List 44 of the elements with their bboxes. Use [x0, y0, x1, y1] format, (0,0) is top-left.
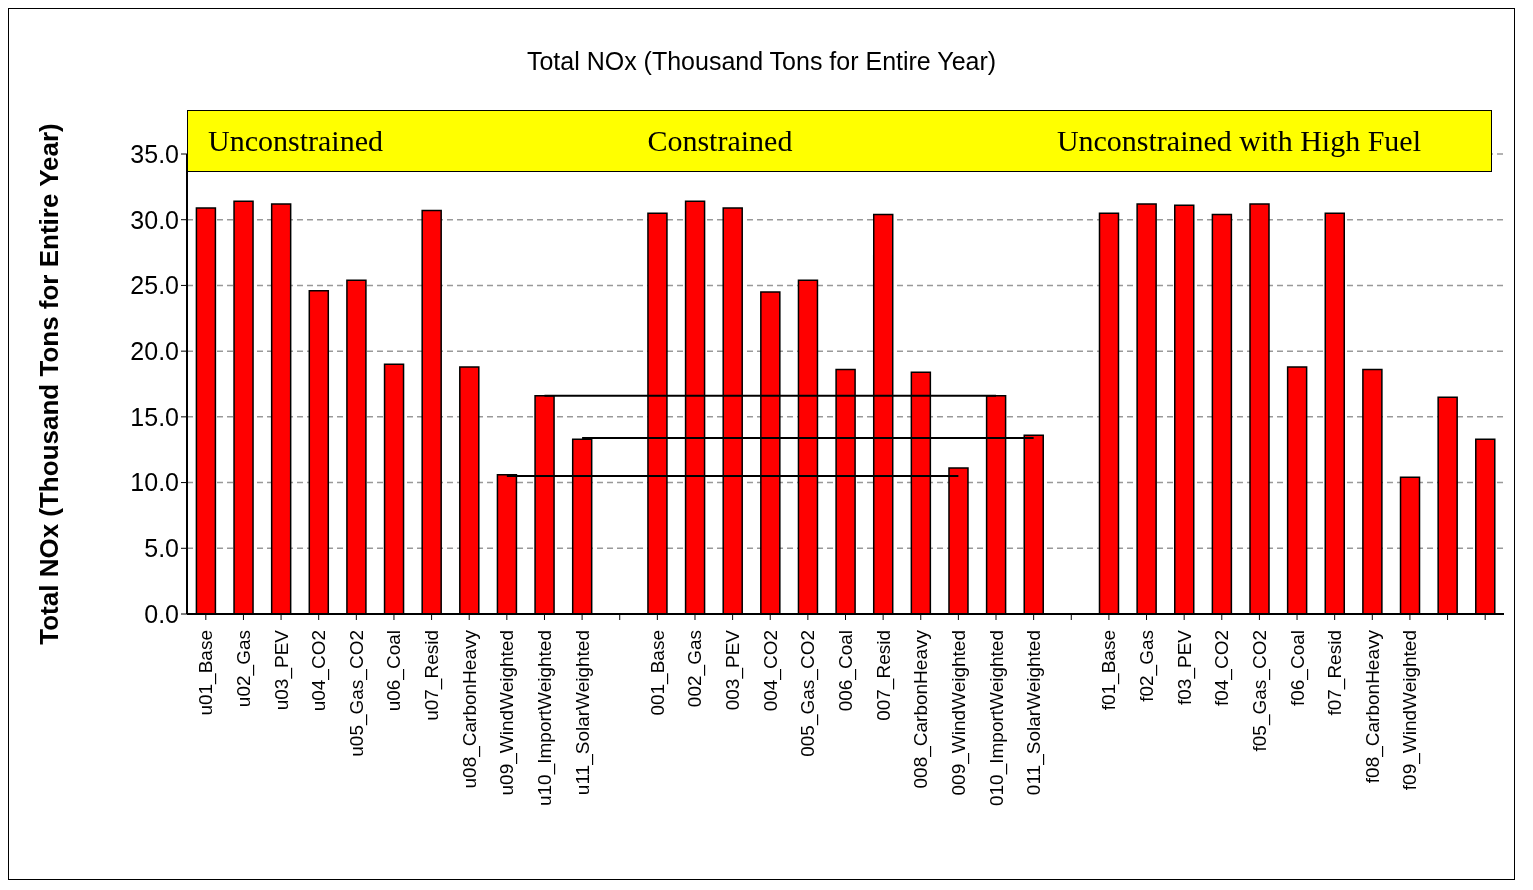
y-tick-label: 30.0 — [130, 205, 179, 234]
x-tick-label: 001_Base — [646, 630, 669, 716]
x-tick-label: 011_SolarWeighted — [1023, 630, 1046, 796]
x-tick-label: 010_ImportWeighted — [985, 630, 1008, 807]
y-tick-label: 25.0 — [130, 271, 179, 300]
x-tick-label: u03_PEV — [270, 629, 293, 711]
x-tick-label: 002_Gas — [684, 630, 707, 708]
x-tick-label: f04_CO2 — [1211, 630, 1234, 707]
x-tick-label: f02_Gas — [1136, 630, 1159, 702]
x-tick-label: 008_CarbonHeavy — [910, 629, 933, 789]
x-tick-label: 006_Coal — [835, 630, 857, 712]
x-tick-label: u09_WindWeighted — [496, 630, 519, 796]
x-tick-label: 003_PEV — [722, 629, 745, 711]
annotation: Unconstrained with High Fuel — [1056, 124, 1421, 158]
y-tick-label: 10.0 — [130, 468, 179, 497]
x-tick-label: u02_Gas — [232, 630, 255, 708]
x-tick-label: u10_ImportWeighted — [533, 630, 556, 807]
x-tick-label: 004_CO2 — [759, 630, 782, 712]
x-tick-label: f03_PEV — [1173, 629, 1196, 705]
chart-title: Total NOx (Thousand Tons for Entire Year) — [525, 47, 998, 76]
x-tick-label: u11_SolarWeighted — [571, 630, 594, 796]
x-tick-label: u06_Coal — [383, 630, 406, 712]
x-tick-label: 007_Resid — [872, 630, 895, 721]
x-tick-label: f06_Coal — [1286, 630, 1309, 707]
annotation: Unconstrained — [208, 124, 383, 158]
x-tick-label: f05_Gas_CO2 — [1248, 630, 1271, 752]
x-tick-label: u07_Resid — [421, 630, 444, 721]
x-tick-label: u01_Base — [195, 630, 218, 716]
x-tick-label: 005_Gas_CO2 — [797, 630, 820, 757]
y-tick-label: 5.0 — [144, 534, 179, 563]
y-tick-label: 15.0 — [130, 402, 179, 431]
x-tick-label: u05_Gas_CO2 — [345, 630, 368, 757]
x-tick-label: f07_Resid — [1324, 630, 1347, 716]
x-tick-label: u08_CarbonHeavy — [458, 629, 481, 789]
x-tick-label: f08_CarbonHeavy — [1361, 629, 1384, 784]
y-tick-label: 35.0 — [130, 139, 179, 168]
x-tick-label: f01_Base — [1098, 630, 1121, 711]
x-tick-label: u04_CO2 — [308, 630, 331, 712]
y-tick-label: 20.0 — [130, 337, 179, 366]
y-tick-label: 0.0 — [144, 599, 179, 628]
y-axis-title: Total NOx (Thousand Tons for Entire Year) — [34, 123, 65, 645]
annotation: Constrained — [647, 124, 793, 158]
x-tick-label: 009_WindWeighted — [947, 630, 970, 796]
x-tick-label: f09_WindWeighted — [1399, 630, 1422, 791]
